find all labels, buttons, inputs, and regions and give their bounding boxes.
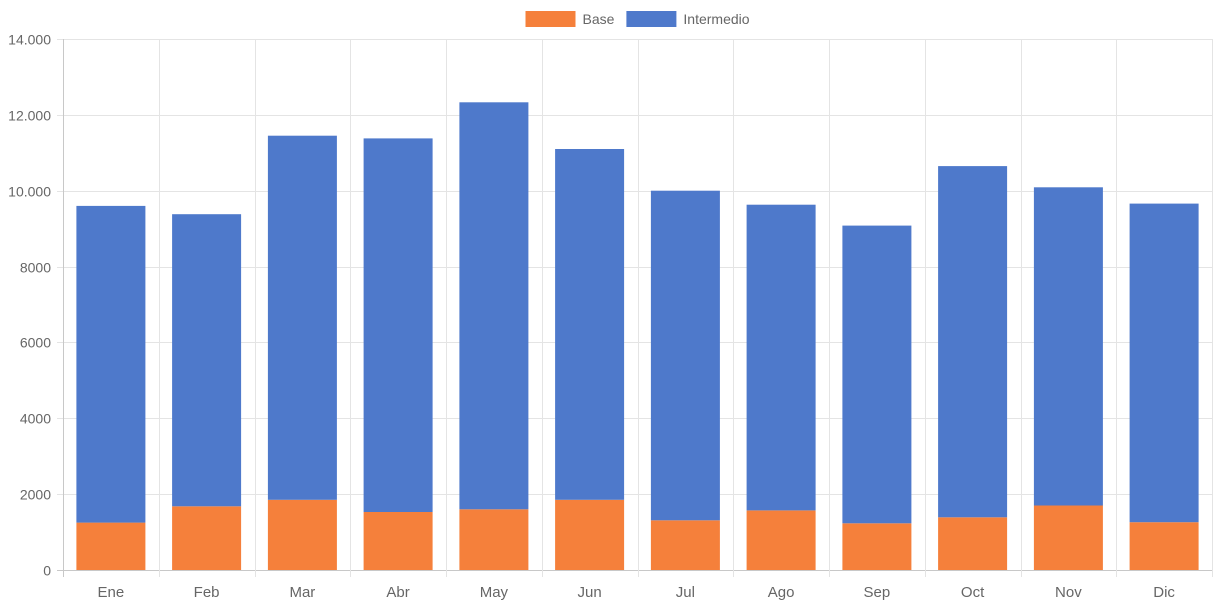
x-tick-label: Sep: [864, 584, 891, 601]
x-tick-label: Mar: [289, 584, 315, 601]
x-tick-label: Jun: [578, 584, 602, 601]
x-tick-label: Nov: [1055, 584, 1082, 601]
y-tick-label: 8000: [20, 260, 51, 276]
x-tick-label: Dic: [1153, 584, 1175, 601]
bar-base-feb[interactable]: [172, 506, 242, 570]
y-tick-label: 4000: [20, 411, 51, 427]
legend-swatch: [626, 11, 677, 27]
bar-intermedio-sep[interactable]: [842, 225, 912, 524]
bar-base-ago[interactable]: [746, 510, 816, 571]
legend-label: Base: [583, 11, 615, 27]
y-tick-label: 14.000: [8, 32, 51, 48]
bar-intermedio-ago[interactable]: [746, 204, 816, 511]
x-tick-label: May: [480, 584, 509, 601]
y-tick-label: 6000: [20, 335, 51, 351]
axis-layer: 0 2000 4000 6000 8000 10.000 12.000 14.000 Ene Fe…: [8, 32, 1175, 602]
bar-base-ene[interactable]: [76, 522, 146, 570]
x-tick-label: Feb: [194, 584, 220, 601]
x-tick-label: Ene: [98, 584, 125, 601]
bar-intermedio-mar[interactable]: [267, 135, 337, 500]
bar-base-jul[interactable]: [650, 520, 720, 570]
bar-base-may[interactable]: [459, 509, 529, 570]
x-tick-label: Jul: [676, 584, 695, 601]
bar-base-dic[interactable]: [1129, 522, 1199, 570]
legend[interactable]: Base Intermedio: [525, 11, 750, 27]
x-tick-label: Ago: [768, 584, 795, 601]
y-tick-label: 2000: [20, 487, 51, 503]
bar-intermedio-jun[interactable]: [555, 149, 625, 500]
bar-intermedio-ene[interactable]: [76, 205, 146, 523]
bar-intermedio-dic[interactable]: [1129, 203, 1199, 523]
legend-label: Intermedio: [683, 11, 749, 27]
bar-intermedio-abr[interactable]: [363, 138, 433, 512]
x-tick-label: Abr: [386, 584, 409, 601]
legend-swatch: [525, 11, 576, 27]
y-tick-label: 12.000: [8, 108, 51, 124]
bar-intermedio-jul[interactable]: [650, 190, 720, 521]
bar-layer: [76, 102, 1199, 571]
legend-item-base[interactable]: Base: [525, 11, 615, 27]
x-tick-label: Oct: [961, 584, 985, 601]
legend-item-intermedio[interactable]: Intermedio: [626, 11, 750, 27]
bar-intermedio-oct[interactable]: [938, 166, 1008, 518]
bar-base-mar[interactable]: [267, 499, 337, 570]
bar-base-jun[interactable]: [555, 499, 625, 570]
bar-base-sep[interactable]: [842, 523, 912, 570]
bar-base-nov[interactable]: [1033, 505, 1103, 571]
bar-intermedio-nov[interactable]: [1033, 187, 1103, 506]
y-tick-label: 10.000: [8, 184, 51, 200]
y-tick-label: 0: [43, 563, 51, 579]
bar-intermedio-feb[interactable]: [172, 214, 242, 507]
bar-intermedio-may[interactable]: [459, 102, 529, 510]
grid-layer: [57, 39, 1213, 577]
bar-base-abr[interactable]: [363, 512, 433, 570]
bar-base-oct[interactable]: [938, 517, 1008, 570]
